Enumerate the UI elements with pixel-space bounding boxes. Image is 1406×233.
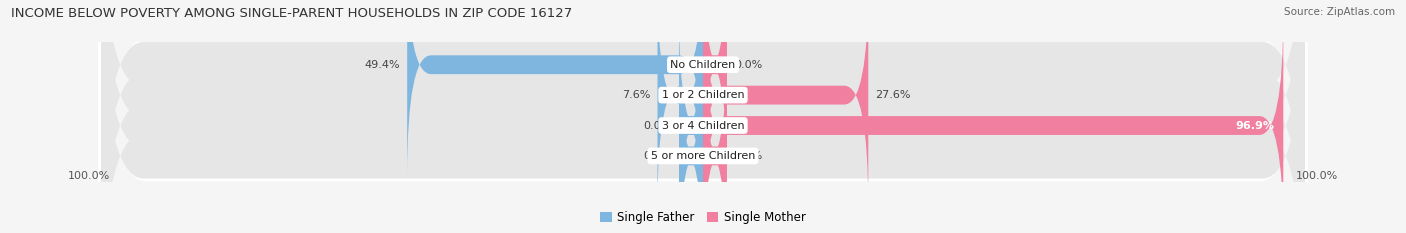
Text: 100.0%: 100.0%	[1295, 171, 1337, 181]
Text: INCOME BELOW POVERTY AMONG SINGLE-PARENT HOUSEHOLDS IN ZIP CODE 16127: INCOME BELOW POVERTY AMONG SINGLE-PARENT…	[11, 7, 572, 20]
FancyBboxPatch shape	[101, 0, 1305, 233]
FancyBboxPatch shape	[101, 0, 1305, 233]
Text: 3 or 4 Children: 3 or 4 Children	[662, 120, 744, 130]
Text: 100.0%: 100.0%	[69, 171, 111, 181]
Text: 0.0%: 0.0%	[734, 60, 762, 70]
Text: 7.6%: 7.6%	[621, 90, 651, 100]
Text: 0.0%: 0.0%	[644, 120, 672, 130]
FancyBboxPatch shape	[98, 0, 1308, 233]
FancyBboxPatch shape	[101, 0, 1305, 233]
Legend: Single Father, Single Mother: Single Father, Single Mother	[595, 206, 811, 229]
FancyBboxPatch shape	[703, 0, 869, 207]
FancyBboxPatch shape	[703, 44, 727, 233]
Text: 96.9%: 96.9%	[1236, 120, 1274, 130]
Text: Source: ZipAtlas.com: Source: ZipAtlas.com	[1284, 7, 1395, 17]
FancyBboxPatch shape	[703, 13, 1284, 233]
FancyBboxPatch shape	[408, 0, 703, 177]
FancyBboxPatch shape	[101, 0, 1305, 233]
Text: 49.4%: 49.4%	[364, 60, 399, 70]
Text: No Children: No Children	[671, 60, 735, 70]
Text: 0.0%: 0.0%	[644, 151, 672, 161]
FancyBboxPatch shape	[703, 0, 727, 177]
FancyBboxPatch shape	[98, 0, 1308, 233]
Text: 5 or more Children: 5 or more Children	[651, 151, 755, 161]
Text: 1 or 2 Children: 1 or 2 Children	[662, 90, 744, 100]
FancyBboxPatch shape	[98, 0, 1308, 233]
Text: 27.6%: 27.6%	[876, 90, 911, 100]
FancyBboxPatch shape	[658, 0, 703, 207]
FancyBboxPatch shape	[679, 44, 703, 233]
FancyBboxPatch shape	[679, 13, 703, 233]
Text: 0.0%: 0.0%	[734, 151, 762, 161]
FancyBboxPatch shape	[98, 0, 1308, 233]
